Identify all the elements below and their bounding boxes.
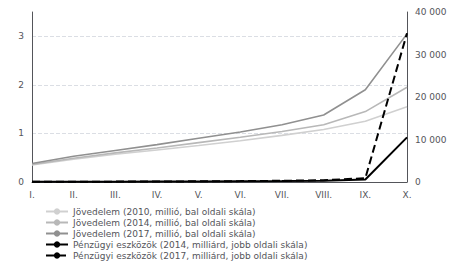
svg-text:30 000: 30 000 — [415, 50, 447, 60]
svg-text:Jövedelem (2010, millió, bal o: Jövedelem (2010, millió, bal oldali skál… — [72, 207, 256, 217]
svg-text:40 000: 40 000 — [415, 7, 447, 17]
svg-text:II.: II. — [70, 190, 78, 200]
svg-text:IX.: IX. — [359, 190, 371, 200]
svg-text:X.: X. — [402, 190, 411, 200]
svg-text:VII.: VII. — [275, 190, 289, 200]
svg-text:0: 0 — [18, 177, 24, 187]
svg-text:V.: V. — [195, 190, 203, 200]
svg-text:1: 1 — [18, 128, 24, 138]
svg-text:IV.: IV. — [152, 190, 163, 200]
svg-text:Pénzügyi eszközök (2017, milli: Pénzügyi eszközök (2017, milliárd, jobb … — [73, 251, 307, 261]
svg-text:Jövedelem (2017, millió, bal o: Jövedelem (2017, millió, bal oldali skál… — [72, 229, 256, 239]
svg-text:VI.: VI. — [234, 190, 246, 200]
svg-text:0: 0 — [415, 177, 421, 187]
svg-text:Jövedelem (2014, millió, bal o: Jövedelem (2014, millió, bal oldali skál… — [72, 218, 256, 228]
svg-text:III.: III. — [110, 190, 121, 200]
svg-text:2: 2 — [18, 80, 24, 90]
svg-text:10 000: 10 000 — [415, 135, 447, 145]
svg-text:20 000: 20 000 — [415, 92, 447, 102]
svg-text:Pénzügyi eszközök (2014, milli: Pénzügyi eszközök (2014, milliárd, jobb … — [73, 240, 307, 250]
svg-text:I.: I. — [29, 190, 35, 200]
svg-text:3: 3 — [18, 31, 24, 41]
svg-text:VIII.: VIII. — [315, 190, 332, 200]
